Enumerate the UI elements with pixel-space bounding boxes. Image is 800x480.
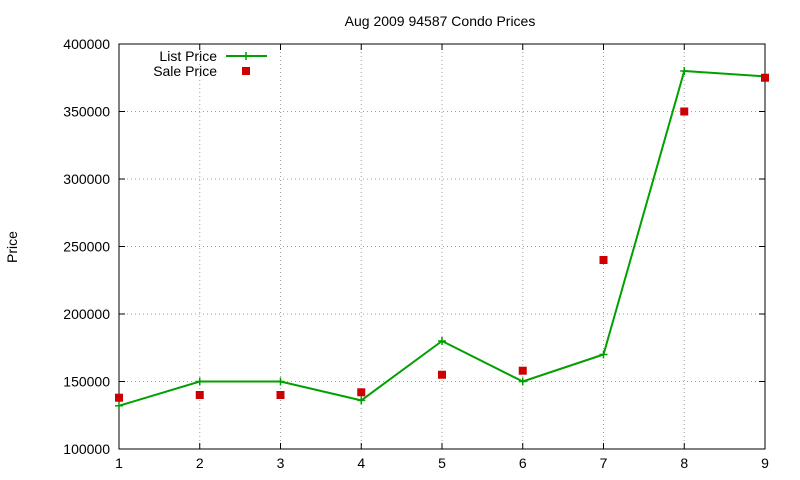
y-tick-label: 350000 [63, 104, 110, 120]
axis-ticks: 100000 150000 200000 250000 300000 350000 4000… [63, 36, 769, 471]
series [115, 67, 769, 410]
y-tick-label: 250000 [63, 239, 110, 255]
sale-price-point [357, 388, 366, 397]
y-tick-label: 200000 [63, 306, 110, 322]
chart-title: Aug 2009 94587 Condo Prices [345, 13, 536, 29]
sale-price-point [276, 391, 285, 399]
x-tick-label: 3 [277, 455, 285, 471]
x-tick-label: 1 [115, 455, 123, 471]
list-price-point [599, 350, 608, 359]
legend-swatch-marker [242, 67, 250, 75]
sale-price-point [195, 391, 204, 399]
x-tick-label: 5 [438, 455, 446, 471]
x-tick-label: 9 [761, 455, 769, 471]
y-tick-label: 100000 [63, 441, 110, 457]
legend-label: List Price [159, 48, 217, 64]
x-tick-label: 8 [680, 455, 688, 471]
list-price-point [438, 337, 446, 345]
y-tick-label: 400000 [63, 36, 110, 52]
y-tick-label: 300000 [63, 171, 110, 187]
plot-frame [118, 43, 766, 450]
sale-price-point [761, 73, 769, 82]
x-tick-label: 7 [600, 455, 608, 471]
y-tick-label: 150000 [63, 374, 110, 390]
list-price-point [518, 377, 527, 386]
list-price-point [195, 377, 204, 386]
y-axis-label: Price [4, 231, 20, 263]
x-tick-label: 6 [519, 455, 527, 471]
legend-swatch-marker [242, 52, 250, 60]
list-price-line [118, 70, 766, 407]
legend-label: Sale Price [153, 63, 217, 79]
x-tick-label: 4 [357, 455, 365, 471]
grid [119, 44, 765, 449]
sale-price-point [518, 366, 527, 375]
list-price-point [276, 377, 285, 386]
sale-price-point [438, 370, 446, 379]
sale-price-point [599, 256, 608, 264]
list-price-point [357, 396, 366, 405]
list-price-point [115, 401, 123, 410]
sale-price-point [680, 107, 689, 116]
list-price-point [680, 67, 689, 75]
x-tick-label: 2 [196, 455, 204, 471]
sale-price-point [115, 393, 123, 402]
